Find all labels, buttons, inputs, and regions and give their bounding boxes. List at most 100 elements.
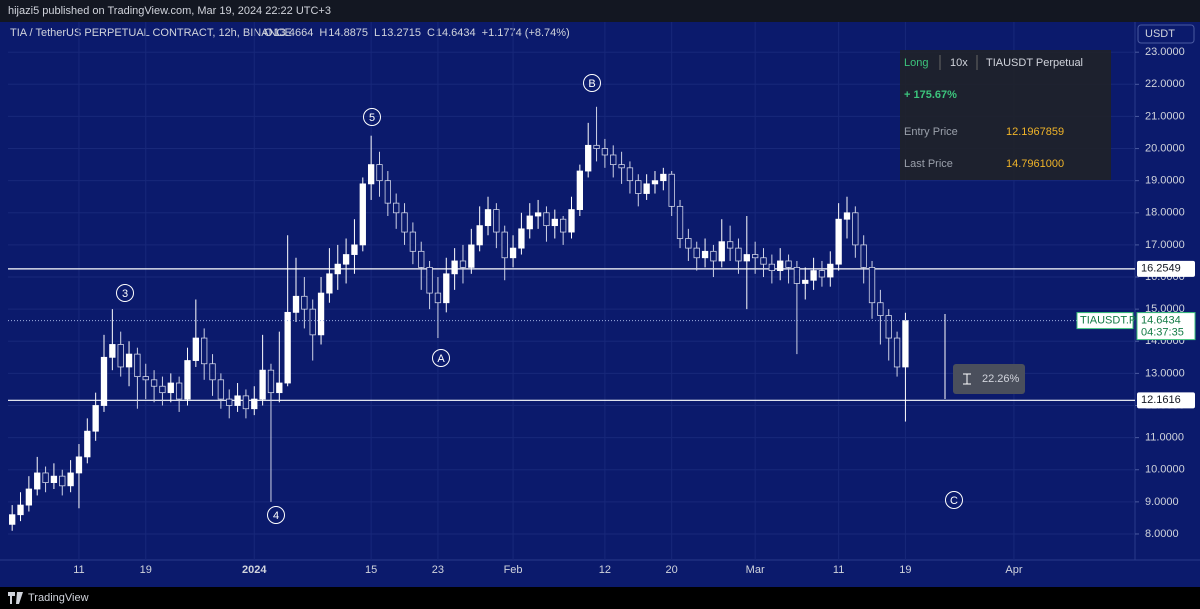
candle-body — [117, 344, 124, 368]
candle-body — [167, 382, 174, 394]
candle-body — [75, 456, 83, 474]
candle-body — [34, 472, 41, 490]
symbol-tag — [1076, 312, 1134, 330]
candle-body — [284, 311, 291, 384]
symbol-tag-label: TIAUSDT.P — [1080, 315, 1136, 327]
candle-body — [735, 247, 742, 262]
x-tick-label: 12 — [599, 564, 611, 576]
countdown: 04:37:35 — [1141, 327, 1184, 339]
measure-label: 22.26% — [982, 373, 1020, 385]
candle-body — [251, 398, 258, 410]
candle-body — [593, 144, 600, 149]
price-tag-label: 16.2549 — [1141, 263, 1181, 275]
candle-body — [484, 209, 492, 227]
candle-body — [518, 228, 525, 249]
candle-body — [292, 295, 300, 313]
candle-body — [226, 398, 233, 406]
last-label: Last Price — [904, 158, 953, 170]
candle-body — [501, 231, 508, 259]
candle-body — [493, 209, 500, 233]
candle-body — [434, 292, 442, 304]
candle-body — [818, 270, 826, 278]
x-tick-label: 23 — [432, 564, 444, 576]
candle-body — [718, 241, 725, 262]
candle-body — [109, 344, 116, 358]
candle-body — [785, 260, 792, 268]
y-tick-label: 19.0000 — [1145, 175, 1185, 187]
currency[interactable]: USDT — [1145, 28, 1175, 40]
candle-body — [401, 212, 408, 233]
candle-body — [242, 395, 250, 410]
candle-body — [418, 250, 425, 268]
candle-body — [726, 241, 734, 249]
candle-body — [601, 148, 609, 156]
measure-icon — [963, 373, 971, 385]
candle-body — [150, 379, 158, 387]
footer-bar — [0, 587, 1200, 609]
x-tick-label: 19 — [899, 564, 911, 576]
candle-body — [868, 266, 876, 304]
candle-body — [802, 279, 809, 284]
candle-body — [843, 212, 851, 220]
candle-body — [710, 250, 717, 262]
currency-button[interactable] — [1137, 24, 1195, 44]
candle-body — [42, 472, 49, 483]
candle-body — [342, 254, 350, 265]
candle-body — [175, 382, 183, 400]
candle-body — [234, 395, 241, 406]
candle-body — [585, 144, 592, 172]
candle-body — [100, 356, 108, 406]
y-tick-label: 13.0000 — [1145, 367, 1185, 379]
candle-body — [685, 238, 692, 249]
candle-body — [852, 212, 859, 246]
candle-body — [676, 205, 684, 239]
candle-body — [384, 180, 391, 204]
x-tick-label: 11 — [73, 564, 84, 576]
ohlc-header: O 13.4664 H 14.8875 L 13.2715 C 14.6434 +1.1774 … — [264, 27, 570, 39]
price-tag — [1137, 392, 1195, 409]
y-tick-label: 10.0000 — [1145, 464, 1185, 476]
candle-body — [443, 273, 450, 304]
candle-body — [209, 363, 216, 381]
price-tag — [1137, 260, 1195, 277]
candle-body — [92, 405, 99, 432]
y-tick-label: 21.0000 — [1145, 110, 1185, 122]
y-tick-label: 8.0000 — [1145, 528, 1179, 540]
ohlc-key: O — [264, 27, 273, 39]
candle-body — [192, 337, 199, 361]
candle-body — [367, 164, 375, 185]
candle-body — [693, 247, 700, 259]
price-tag-label: 12.1616 — [1141, 394, 1181, 406]
entry-label: Entry Price — [904, 126, 958, 138]
candle-body — [885, 315, 892, 339]
candle-body — [860, 244, 867, 268]
logo — [8, 592, 23, 604]
y-tick-label: 22.0000 — [1145, 78, 1185, 90]
position-panel — [900, 50, 1111, 180]
ohlc-key: L — [374, 27, 380, 39]
position-leverage: 10x — [950, 57, 968, 69]
wave-circle — [363, 108, 381, 126]
candle-body — [84, 430, 91, 458]
candle-body — [635, 180, 642, 194]
candle-body — [9, 514, 16, 525]
footer: TradingView — [28, 592, 89, 604]
candle-body — [902, 320, 909, 368]
candle-body — [334, 263, 341, 275]
candle-body — [159, 385, 166, 394]
candle-body — [468, 244, 475, 268]
y-tick-label: 23.0000 — [1145, 46, 1185, 58]
candle-body — [309, 308, 316, 336]
last-price: 14.7961000 — [1006, 158, 1064, 170]
chart-title: TIA / TetherUS PERPETUAL CONTRACT, 12h, … — [10, 27, 292, 39]
candle-body — [827, 263, 834, 278]
ohlc-key: H — [319, 27, 327, 39]
candle-body — [134, 353, 141, 377]
wave-label: C — [950, 495, 958, 507]
x-tick-label: 19 — [140, 564, 152, 576]
last-price-label: 14.6434 — [1141, 315, 1181, 327]
ohlc-key: C — [427, 27, 435, 39]
x-tick-label: Feb — [504, 564, 523, 576]
x-tick-label: 20 — [666, 564, 678, 576]
